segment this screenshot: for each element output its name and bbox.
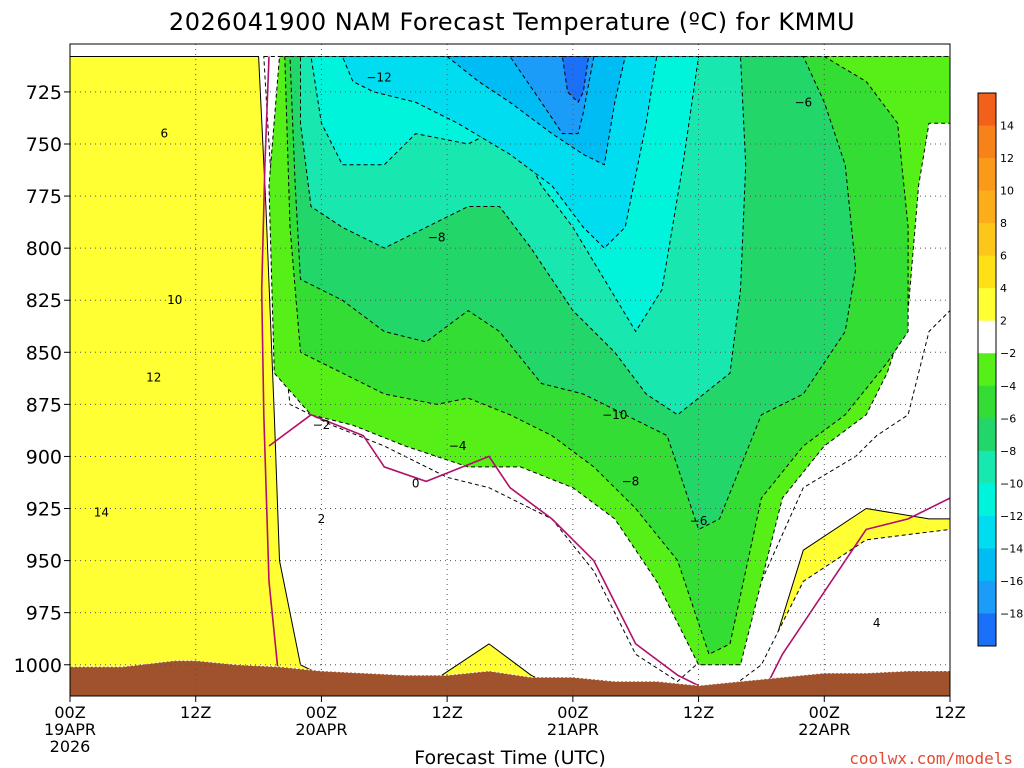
y-tick-label-0: 725 [26, 82, 62, 104]
colorbar-cell-9 [978, 385, 996, 419]
colorbar-cell-6 [978, 288, 996, 322]
plot-area: 6 10 12 14 −12 −8 −2 −4 0 2 −10 −8 −6 −6 4 [70, 44, 950, 696]
contour-label-3: 14 [94, 506, 109, 520]
colorbar-label-15: −18 [1000, 607, 1023, 620]
colorbar-cell-5 [978, 255, 996, 289]
colorbar-cell-4 [978, 223, 996, 257]
colorbar-label-3: 8 [1000, 217, 1007, 230]
colorbar-label-10: −8 [1000, 445, 1016, 458]
colorbar-label-8: −4 [1000, 380, 1016, 393]
contour-label-8: 0 [412, 477, 420, 491]
x-date-label-4: 21APR [547, 720, 599, 739]
colorbar-cell-10 [978, 418, 996, 452]
colorbar-label-1: 12 [1000, 152, 1014, 165]
colorbar-cell-12 [978, 483, 996, 517]
colorbar-label-9: −6 [1000, 412, 1016, 425]
x-tick-label-4: 00Z [557, 703, 588, 722]
x-tick-label-1: 12Z [180, 703, 211, 722]
temp-region-16 [561, 56, 590, 103]
colorbar-cell-13 [978, 515, 996, 549]
y-tick-label-8: 925 [26, 499, 62, 521]
colorbar-label-4: 6 [1000, 250, 1007, 263]
colorbar-cell-0 [978, 93, 996, 126]
x-tick-label-7: 12Z [934, 703, 965, 722]
x-tick-label-3: 12Z [431, 703, 462, 722]
x-date-label-2: 20APR [295, 720, 347, 739]
colorbar-label-13: −14 [1000, 542, 1023, 555]
contour-label-11: −8 [622, 474, 640, 488]
contour-label-12: −6 [690, 514, 708, 528]
x-date-label-0: 19APR [44, 720, 96, 739]
x-date-label-6: 22APR [798, 720, 850, 739]
credit-link[interactable]: coolwx.com/models [849, 749, 1013, 768]
x-tick-label-0: 00Z [54, 703, 85, 722]
y-tick-label-2: 775 [26, 186, 62, 208]
ground-layer [70, 660, 950, 696]
colorbar: 14 12 10 8 6 4 2 −2 −4 −6 −8 −10 −12 −14 −16 −18 [977, 92, 1023, 647]
colorbar-cell-2 [978, 158, 996, 191]
y-tick-label-5: 850 [26, 342, 62, 364]
colorbar-label-6: 2 [1000, 315, 1007, 328]
colorbar-cell-14 [978, 548, 996, 582]
contour-label-layer: 6 10 12 14 −12 −8 −2 −4 0 2 −10 −8 −6 −6 4 [94, 70, 881, 630]
x-axis-title: Forecast Time (UTC) [414, 747, 605, 768]
colorbar-label-11: −10 [1000, 477, 1023, 490]
colorbar-frame [977, 92, 997, 647]
contour-label-0: 6 [160, 127, 168, 141]
x-tick-label-6: 00Z [809, 703, 840, 722]
freezing-contour-0 [260, 56, 281, 686]
colorbar-label-14: −16 [1000, 575, 1023, 588]
x-tick-label-2: 00Z [306, 703, 337, 722]
contour-label-7: −4 [449, 439, 467, 453]
colorbar-cell-7 [978, 320, 996, 354]
colorbar-cell-8 [978, 353, 996, 387]
y-axis: 725 750 775 800 825 850 875 900 925 950 975 1000 [14, 82, 70, 677]
colorbar-label-5: 4 [1000, 282, 1007, 295]
y-tick-label-7: 900 [26, 446, 62, 468]
colorbar-cell-15 [978, 580, 996, 614]
y-tick-label-6: 875 [26, 394, 62, 416]
contour-label-1: 10 [167, 293, 182, 307]
colorbar-label-0: 14 [1000, 120, 1014, 133]
colorbar-label-7: −2 [1000, 347, 1016, 360]
temperature-fill-layer [70, 56, 950, 696]
y-tick-label-9: 950 [26, 551, 62, 573]
grid-layer [70, 44, 950, 696]
colorbar-label-2: 10 [1000, 185, 1014, 198]
colorbar-cell-16 [978, 613, 996, 647]
colorbar-cell-1 [978, 125, 996, 159]
y-tick-label-4: 825 [26, 290, 62, 312]
y-tick-label-1: 750 [26, 134, 62, 156]
contour-label-5: −8 [428, 231, 446, 245]
colorbar-label-12: −12 [1000, 510, 1023, 523]
y-tick-label-11: 1000 [14, 655, 62, 677]
x-year-label-0: 2026 [50, 737, 91, 756]
contour-label-4: −12 [366, 70, 391, 84]
ground-terrain [70, 660, 950, 696]
x-tick-label-5: 12Z [683, 703, 714, 722]
freezing-contour-1 [268, 413, 720, 696]
contour-label-6: −2 [313, 418, 331, 432]
plot-frame [69, 43, 951, 697]
contour-label-10: −10 [602, 408, 627, 422]
colorbar-cell-3 [978, 190, 996, 224]
colorbar-cell-11 [978, 450, 996, 484]
contour-label-13: −6 [794, 95, 812, 109]
y-tick-label-3: 800 [26, 238, 62, 260]
chart-title: 2026041900 NAM Forecast Temperature (ºC)… [169, 8, 855, 36]
y-tick-label-10: 975 [26, 603, 62, 625]
contour-label-2: 12 [146, 370, 161, 384]
contour-label-9: 2 [318, 512, 326, 526]
contour-label-14: 4 [873, 616, 881, 630]
